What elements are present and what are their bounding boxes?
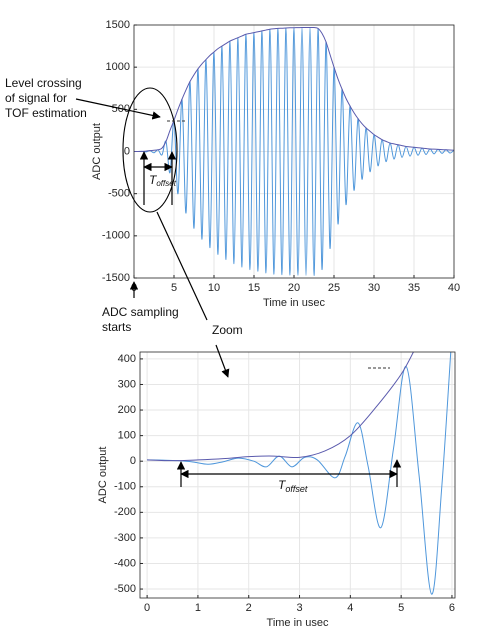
y-tick-label: 0 xyxy=(124,145,130,157)
x-tick-label: 4 xyxy=(347,602,353,614)
y-tick-label: -1500 xyxy=(102,272,130,284)
y-tick-label: -300 xyxy=(114,532,136,544)
offset-main: T xyxy=(278,478,287,492)
x-axis-label: Time in usec xyxy=(263,297,325,309)
annotation: of signal for xyxy=(5,91,67,105)
plots: 0 5 10 15 20 25 30 35 40-1500-1000-5000500100015… xyxy=(91,19,460,629)
subplot: 0 5 10 15 20 25 30 35 40-1500-1000-5000500100015… xyxy=(91,19,460,309)
y-tick-label: -100 xyxy=(114,481,136,493)
y-tick-label: -1000 xyxy=(102,230,130,242)
x-tick-label: 3 xyxy=(296,602,302,614)
data-line xyxy=(134,27,454,276)
offset-label: Toffset xyxy=(278,478,308,494)
arrow xyxy=(75,98,161,120)
y-tick-label: -500 xyxy=(108,188,130,200)
arrow xyxy=(215,344,230,378)
x-tick-label: 35 xyxy=(408,282,420,294)
plot-frame xyxy=(139,351,456,599)
plot-area xyxy=(140,352,455,598)
highlight-ellipse xyxy=(122,87,178,213)
annotation: starts xyxy=(102,320,131,334)
y-tick-label: 500 xyxy=(112,103,130,115)
x-tick-label: 10 xyxy=(208,282,220,294)
x-tick-label: 25 xyxy=(328,282,340,294)
offset-main: T xyxy=(149,173,158,187)
y-tick-label: -400 xyxy=(114,557,136,569)
annotation: Level crossing xyxy=(5,76,82,90)
y-tick-label: 100 xyxy=(118,430,136,442)
x-tick-label: 6 xyxy=(449,602,455,614)
y-tick-label: 0 xyxy=(130,455,136,467)
data-line xyxy=(134,26,454,153)
y-axis-label: ADC output xyxy=(97,447,109,504)
y-tick-label: 300 xyxy=(118,378,136,390)
offset-sub: offset xyxy=(285,484,308,494)
x-tick-label: 20 xyxy=(288,282,300,294)
x-tick-label: 40 xyxy=(448,282,460,294)
x-tick-label: 30 xyxy=(368,282,380,294)
y-tick-label: -200 xyxy=(114,506,136,518)
data-line xyxy=(147,352,414,462)
y-axis-label: ADC output xyxy=(91,123,103,180)
bottom-annotations: Toffset xyxy=(176,367,402,494)
x-tick-label: 0 xyxy=(144,602,150,614)
x-axis-label: Time in usec xyxy=(267,617,329,629)
annotation: TOF estimation xyxy=(5,106,87,120)
annotation: ADC sampling xyxy=(102,305,179,319)
y-tick-label: 400 xyxy=(118,353,136,365)
y-tick-label: 200 xyxy=(118,404,136,416)
top-annotations: Level crossing of signal for TOF estimat… xyxy=(5,76,243,378)
zoom-line xyxy=(156,211,208,321)
x-tick-label: 2 xyxy=(246,602,252,614)
plot-frame xyxy=(133,24,455,279)
x-tick-label: 5 xyxy=(398,602,404,614)
x-tick-label: 5 xyxy=(171,282,177,294)
offset-sub: offset xyxy=(156,179,176,188)
offset-label: Toffset xyxy=(149,173,177,188)
subplot: 0 1 2 3 4 5 6 -500 -400 -300 -200 -100 0 100 200 300 400… xyxy=(97,351,456,629)
x-tick-label: 15 xyxy=(248,282,260,294)
y-tick-label: -500 xyxy=(114,583,136,595)
x-tick-label: 1 xyxy=(195,602,201,614)
y-tick-label: 1000 xyxy=(106,61,130,73)
annotation: Zoom xyxy=(212,323,243,337)
y-tick-label: 1500 xyxy=(106,19,130,31)
